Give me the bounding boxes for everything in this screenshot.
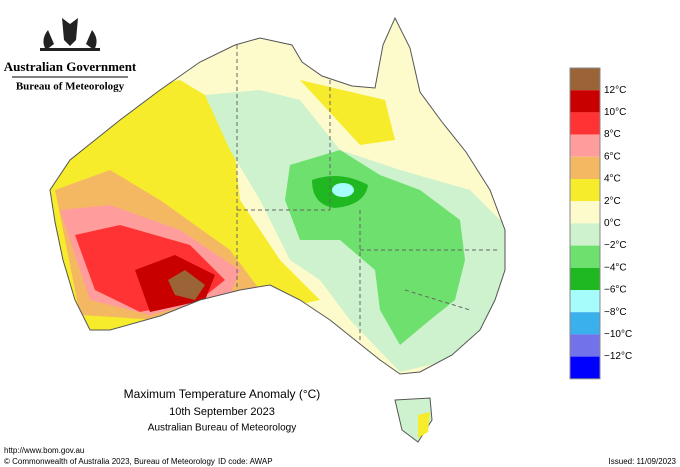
- legend-swatch: [570, 223, 600, 246]
- copyright: © Commonwealth of Australia 2023, Bureau…: [4, 457, 215, 466]
- legend-swatch: [570, 68, 600, 91]
- map-source: Australian Bureau of Meteorology: [148, 423, 296, 434]
- coastline: [49, 16, 506, 375]
- legend-swatch: [570, 156, 600, 179]
- legend-label: 12°C: [604, 85, 626, 96]
- legend-label: −10°C: [604, 329, 632, 340]
- legend-swatch: [570, 312, 600, 335]
- legend-label: 6°C: [604, 151, 621, 162]
- legend-label: 8°C: [604, 129, 621, 140]
- legend-label: 10°C: [604, 107, 626, 118]
- map-title: Maximum Temperature Anomaly (°C): [124, 387, 321, 401]
- legend-swatch: [570, 134, 600, 157]
- crest: [40, 18, 100, 51]
- url: http://www.bom.gov.au: [4, 446, 84, 455]
- legend-frame: [569, 67, 601, 380]
- legend-swatch: [570, 90, 600, 113]
- legend-label: 4°C: [604, 174, 621, 185]
- tasmania-anomaly: [418, 412, 430, 438]
- issued: Issued: 11/09/2023: [609, 457, 677, 466]
- legend-swatch: [570, 179, 600, 202]
- legend-swatch: [570, 245, 600, 268]
- legend-swatch: [570, 334, 600, 357]
- legend-label: −2°C: [604, 240, 627, 251]
- state-borders: [236, 45, 498, 340]
- legend: 12°C 10°C 8°C 6°C 4°C 2°C 0°C −2°C −4°C −6°C −8°C −…: [569, 67, 632, 380]
- map-date: 10th September 2023: [169, 406, 275, 418]
- legend-label: −4°C: [604, 262, 627, 273]
- legend-swatch: [570, 201, 600, 224]
- legend-label: 0°C: [604, 218, 621, 229]
- legend-label: −6°C: [604, 285, 627, 296]
- legend-label: −8°C: [604, 307, 627, 318]
- agency-name: Bureau of Meteorology: [16, 81, 125, 93]
- id-code: ID code: AWAP: [218, 457, 273, 466]
- legend-label: −12°C: [604, 351, 632, 362]
- legend-swatch: [570, 356, 600, 379]
- legend-label: 2°C: [604, 196, 621, 207]
- legend-swatch: [570, 267, 600, 290]
- legend-swatch: [570, 290, 600, 313]
- legend-swatch: [570, 112, 600, 135]
- government-name: Australian Government: [4, 59, 137, 74]
